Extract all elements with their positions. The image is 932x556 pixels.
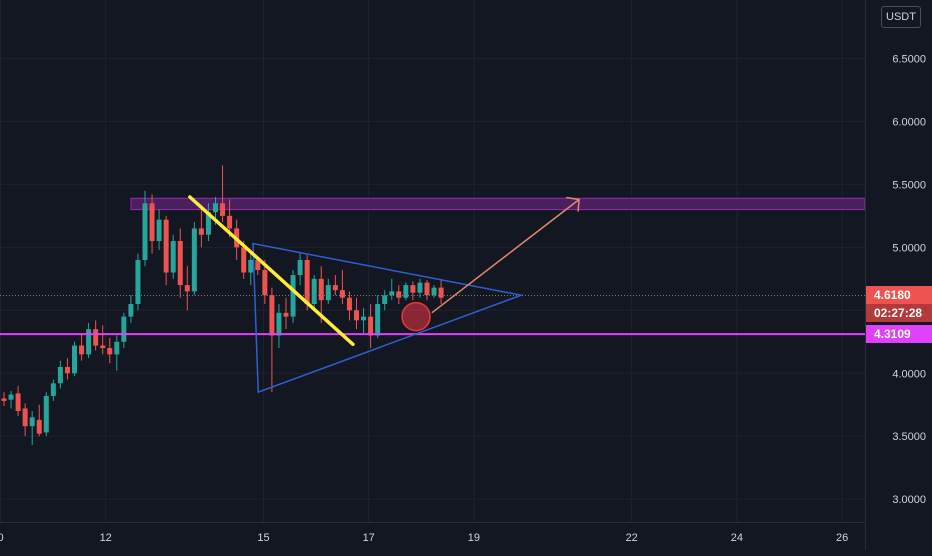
candlestick-chart[interactable] [0, 0, 866, 522]
candle-body [382, 295, 388, 305]
candle-body [36, 419, 42, 434]
candle-body [79, 345, 85, 355]
candle-body [227, 215, 233, 229]
candle-body [100, 345, 106, 349]
candle-body [262, 270, 268, 296]
candle-body [248, 259, 254, 273]
candle-body [57, 366, 63, 384]
time-axis[interactable]: 0 12 15 17 19 22 24 26 [0, 522, 865, 551]
arrow-head [565, 196, 580, 212]
candle-body [325, 285, 331, 301]
candle-body [417, 282, 423, 293]
candle-body [290, 275, 296, 317]
candle-body [213, 203, 218, 213]
support-price-tag: 4.3109 [866, 325, 932, 344]
price-tick-label: 6.0000 [892, 116, 926, 128]
candle-body [121, 316, 127, 342]
candle-body [156, 219, 162, 242]
candle-body [191, 228, 197, 292]
candle-body [410, 285, 416, 293]
candle-body [93, 329, 99, 346]
candle-body [8, 394, 14, 400]
current-price-tag: 4.6180 [866, 286, 932, 305]
countdown-tag: 02:27:28 [866, 304, 932, 323]
candle-body [149, 203, 155, 242]
candle-body [64, 366, 70, 374]
time-tick-label: 12 [100, 532, 112, 544]
candle-body [304, 259, 310, 305]
candle-body [403, 285, 409, 298]
candle-body [368, 316, 374, 336]
candle-body [29, 417, 35, 427]
price-tick-label: 5.5000 [892, 179, 926, 191]
time-tick-label: 0 [0, 532, 4, 544]
currency-label[interactable]: USDT [881, 6, 921, 28]
candle-body [114, 341, 120, 355]
candle-body [43, 395, 49, 433]
candle-body [361, 316, 367, 321]
time-tick-label: 24 [731, 532, 743, 544]
price-tick-label: 3.5000 [892, 431, 926, 443]
candle-body [283, 312, 289, 317]
price-tick-label: 3.0000 [892, 494, 926, 506]
resistance-zone-rect [130, 197, 866, 211]
time-tick-label: 17 [363, 532, 375, 544]
candle-body [255, 259, 261, 271]
candle-body [205, 212, 211, 235]
projection-arrow [431, 198, 580, 314]
candle-body [107, 348, 113, 355]
candle-body [276, 312, 282, 336]
candle-body [332, 285, 338, 291]
candle-body [184, 285, 190, 292]
candle-body [424, 282, 430, 296]
candle-body [431, 287, 437, 296]
time-tick-label: 19 [468, 532, 480, 544]
candle-body [241, 247, 247, 273]
time-tick-label: 15 [257, 532, 269, 544]
candle-body [177, 241, 183, 286]
time-axis-ticks: 0 12 15 17 19 22 24 26 [0, 532, 848, 544]
candle-body [72, 345, 77, 374]
grid [0, 0, 865, 522]
price-tick-label: 6.5000 [892, 54, 926, 66]
candle-body [1, 398, 7, 401]
yellow-trendline [188, 195, 355, 347]
candle-body [163, 219, 169, 273]
candle-body [396, 291, 402, 298]
candle-body [50, 383, 56, 396]
candle-body [269, 295, 275, 336]
drawings [0, 195, 865, 394]
candle-body [311, 278, 317, 305]
candle-body [339, 290, 345, 298]
price-tick-label: 4.0000 [892, 368, 926, 380]
candle-body [170, 241, 176, 273]
candle-body [389, 291, 395, 296]
candle-body [346, 297, 352, 311]
candle-body [354, 310, 359, 321]
time-tick-label: 22 [626, 532, 638, 544]
candle-body [318, 278, 324, 301]
price-axis-ticks: 6.50006.00005.50005.00004.50004.00003.50… [892, 54, 926, 507]
candle-body [86, 329, 92, 355]
candle-body [135, 259, 141, 305]
candle-body [220, 203, 226, 216]
price-axis[interactable]: 6.50006.00005.50005.00004.50004.00003.50… [865, 0, 932, 550]
candle-body [297, 259, 303, 276]
price-tick-label: 5.0000 [892, 242, 926, 254]
resistance-zone [130, 197, 866, 211]
candle-body [438, 287, 444, 298]
chart-area[interactable] [0, 0, 866, 522]
candles [1, 165, 444, 446]
candle-body [375, 304, 381, 336]
candle-body [128, 304, 134, 317]
candle-body [22, 408, 28, 427]
candle-body [142, 203, 148, 260]
candle-body [198, 228, 204, 235]
symmetrical-triangle [252, 242, 525, 394]
candle-body [15, 393, 21, 412]
time-tick-label: 26 [836, 532, 848, 544]
breakout-circle [401, 301, 431, 332]
